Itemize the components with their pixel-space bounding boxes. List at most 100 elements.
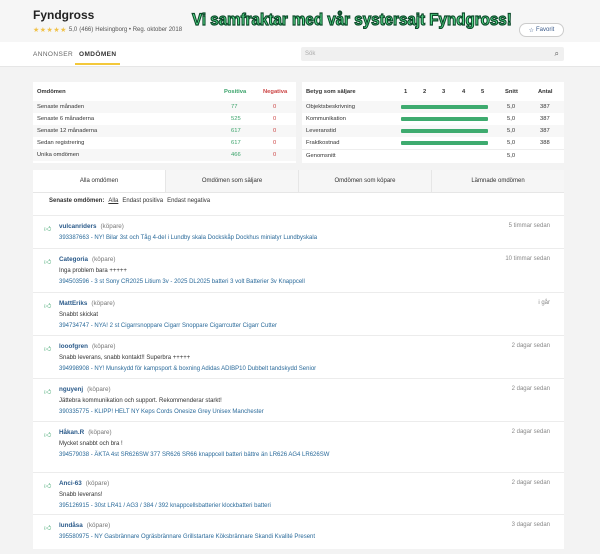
thumbs-up-icon: 👍︎ <box>44 303 52 310</box>
review-user[interactable]: lundåsa (köpare) <box>59 522 110 529</box>
rating-row-label: Leveranstid <box>306 128 336 134</box>
review-role: (köpare) <box>88 429 112 436</box>
stats-row-label: Senaste 6 månaderna <box>37 116 95 122</box>
review-role: (köpare) <box>86 522 111 529</box>
stats-row-negative: 0 <box>273 128 277 134</box>
review-item: 👍︎ Anci-63 (köpare) 2 dagar sedan Snabb le… <box>33 472 564 514</box>
stats-row-label: Senaste månaden <box>37 104 85 110</box>
review-username[interactable]: MattEriks <box>59 300 88 307</box>
review-user[interactable]: nguyenj (köpare) <box>59 386 111 393</box>
review-user[interactable]: MattEriks (köpare) <box>59 300 115 307</box>
review-user[interactable]: Categoria (köpare) <box>59 256 116 263</box>
stats-row: Senaste månaden 77 0 <box>33 101 296 113</box>
review-text: Snabb leverans! <box>59 492 103 498</box>
search-icon[interactable]: ⌕ <box>554 49 559 58</box>
review-tabs: Alla omdömen Omdömen som säljare Omdömen… <box>33 170 564 193</box>
review-text: Snabbt skickat <box>59 312 99 318</box>
thumbs-up-icon: 👍︎ <box>44 259 52 266</box>
review-item-link[interactable]: 390335775 - KLIPP! HELT NY Keps Cords On… <box>59 409 264 415</box>
review-time: 5 timmar sedan <box>508 223 550 229</box>
review-username[interactable]: Håkan.R <box>59 429 85 436</box>
review-item-link[interactable]: 394503596 - 3 st Sony CR2025 Litium 3v -… <box>59 279 305 285</box>
rating-row-label: Kommunikation <box>306 116 346 122</box>
tab-all-reviews[interactable]: Alla omdömen <box>33 170 166 192</box>
review-role: (köpare) <box>87 386 111 393</box>
review-role: (köpare) <box>92 343 116 350</box>
review-text: Mycket snabbt och bra ! <box>59 441 123 447</box>
rating-row-count: 387 <box>540 128 550 134</box>
filter-negative[interactable]: Endast negativa <box>167 198 211 204</box>
stats-row: Senaste 12 månaderna 617 0 <box>33 125 296 137</box>
rating-row-avg: 5,0 <box>507 116 516 122</box>
review-item-link[interactable]: 394734747 - NYA! 2 st Cigarrsnoppare Cig… <box>59 323 277 329</box>
rating-bar <box>401 128 488 134</box>
review-role: (köpare) <box>91 300 115 307</box>
review-username[interactable]: Anci-63 <box>59 480 82 487</box>
rating-row: Objektsbeskrivning 5,0 387 <box>302 101 564 113</box>
review-role: (köpare) <box>85 480 110 487</box>
review-time: i går <box>538 300 550 306</box>
favorite-button[interactable]: ☆ Favorit <box>519 23 564 37</box>
seller-ratings-panel: Betyg som säljare 1 2 3 4 5 Snitt Antal … <box>302 82 564 163</box>
rating-average-row: Genomsnitt 5,0 <box>302 149 564 161</box>
tab-given-reviews[interactable]: Lämnade omdömen <box>471 178 525 184</box>
review-time: 10 timmar sedan <box>505 256 550 262</box>
review-time: 2 dagar sedan <box>511 386 550 392</box>
tab-seller-reviews[interactable]: Omdömen som säljare <box>166 170 299 192</box>
review-username[interactable]: lundåsa <box>59 522 83 529</box>
nav-bar: ANNONSER OMDÖMEN Sök ⌕ <box>0 42 600 67</box>
rating-count: (466) <box>79 27 94 33</box>
stats-row-negative: 0 <box>273 116 277 122</box>
review-role: (köpare) <box>92 256 116 263</box>
stats-row-negative: 0 <box>273 140 277 146</box>
stats-row-positive: 466 <box>231 152 241 158</box>
filter-label: Senaste omdömen: <box>49 198 105 204</box>
review-user[interactable]: Håkan.R (köpare) <box>59 429 112 436</box>
review-user[interactable]: vulcanriders (köpare) <box>59 223 124 230</box>
rating-row-count: 388 <box>540 140 550 146</box>
rating-row: Fraktkostnad 5,0 388 <box>302 137 564 149</box>
ratings-scale-3: 3 <box>442 89 446 95</box>
rating-row: Kommunikation 5,0 387 <box>302 113 564 125</box>
rating-bar <box>401 116 488 122</box>
review-item-link[interactable]: 395126915 - 30st LR41 / AG3 / 384 / 392 … <box>59 503 271 509</box>
rating-row-label: Objektsbeskrivning <box>306 104 355 110</box>
review-text: Jättebra kommunikation och support. Reko… <box>59 398 222 404</box>
review-user[interactable]: looofgren (köpare) <box>59 343 115 350</box>
favorite-label: Favorit <box>536 27 555 33</box>
review-username[interactable]: Categoria <box>59 256 89 263</box>
tab-buyer-reviews[interactable]: Omdömen som köpare <box>299 170 432 192</box>
rating-value: 5,0 <box>68 27 78 33</box>
review-user[interactable]: Anci-63 (köpare) <box>59 480 109 487</box>
shop-header: Fyndgross ★★★★★ 5,0 (466) Helsingborg • … <box>0 0 600 42</box>
rating-row: Leveranstid 5,0 387 <box>302 125 564 137</box>
tab-omdomen[interactable]: OMDÖMEN <box>74 51 121 65</box>
review-username[interactable]: looofgren <box>59 343 89 350</box>
stats-row-positive: 617 <box>231 140 241 146</box>
review-time: 3 dagar sedan <box>511 522 550 528</box>
search-input[interactable]: Sök ⌕ <box>301 47 564 61</box>
review-item-link[interactable]: 394998908 - NY! Munskydd för kampsport &… <box>59 366 317 372</box>
tab-annonser[interactable]: ANNONSER <box>33 51 74 58</box>
review-item-link[interactable]: 393387663 - NY! Bilar 3st och Tåg 4-del … <box>59 235 318 241</box>
review-item-link[interactable]: 394579038 - ÄKTA 4st SR626SW 377 SR626 S… <box>59 452 330 458</box>
rating-bar <box>401 140 488 146</box>
review-time: 2 dagar sedan <box>511 429 550 435</box>
rating-row-avg: 5,0 <box>507 140 516 146</box>
rating-row-avg: 5,0 <box>507 128 516 134</box>
review-username[interactable]: vulcanriders <box>59 223 97 230</box>
review-item: 👍︎ vulcanriders (köpare) 5 timmar sedan 39… <box>33 215 564 248</box>
stats-row-label: Senaste 12 månaderna <box>37 128 98 134</box>
review-username[interactable]: nguyenj <box>59 386 84 393</box>
rating-average-label: Genomsnitt <box>306 152 336 159</box>
stats-row-label: Unika omdömen <box>37 152 80 158</box>
search-placeholder: Sök <box>305 51 316 57</box>
stats-header-label: Omdömen <box>37 89 66 95</box>
stats-row-negative: 0 <box>273 152 277 158</box>
rating-row-label: Fraktkostnad <box>306 140 340 146</box>
filter-positive[interactable]: Endast positiva <box>122 198 164 204</box>
filter-all[interactable]: Alla <box>108 198 119 204</box>
ratings-scale-2: 2 <box>423 89 427 95</box>
rating-average-value: 5,0 <box>507 152 516 159</box>
review-item-link[interactable]: 395580975 - NY Gasbrännare Ogräsbrännare… <box>59 534 316 540</box>
